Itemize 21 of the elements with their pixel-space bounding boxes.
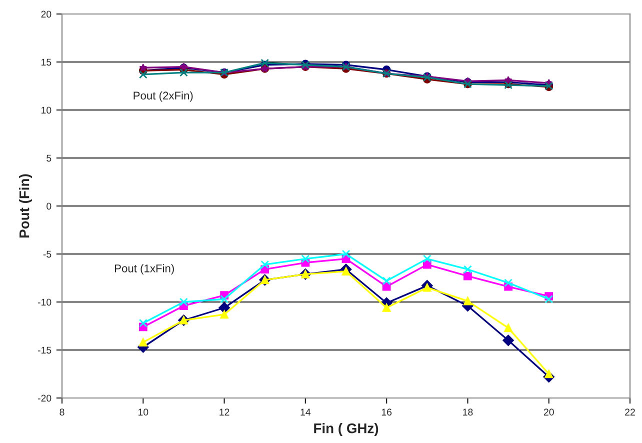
y-tick-label: -5 [43, 250, 52, 258]
y-tick-label: 15 [42, 58, 52, 66]
y-axis-title: Pout (Fin) [19, 174, 32, 238]
x-tick-label: 12 [220, 408, 230, 416]
y-tick-label: -20 [38, 394, 52, 402]
y-tick-label: -15 [38, 346, 52, 354]
x-tick-label: 16 [382, 408, 392, 416]
x-tick-label: 8 [60, 408, 64, 416]
x-axis-title: Fin ( GHz) [314, 423, 378, 436]
y-tick-label: 10 [42, 106, 52, 114]
x-tick-label: 20 [544, 408, 554, 416]
x-tick-label: 10 [138, 408, 148, 416]
x-tick-label: 18 [463, 408, 473, 416]
x-tick-label: 22 [625, 408, 635, 416]
annotation: Pout (1xFin) [115, 264, 174, 275]
y-tick-label: 0 [46, 202, 52, 210]
y-tick-label: 5 [46, 154, 52, 162]
y-tick-label: -10 [38, 298, 52, 306]
x-tick-label: 14 [300, 408, 311, 416]
y-tick-label: 20 [41, 10, 52, 18]
annotation: Pout (2xFin) [134, 91, 193, 102]
